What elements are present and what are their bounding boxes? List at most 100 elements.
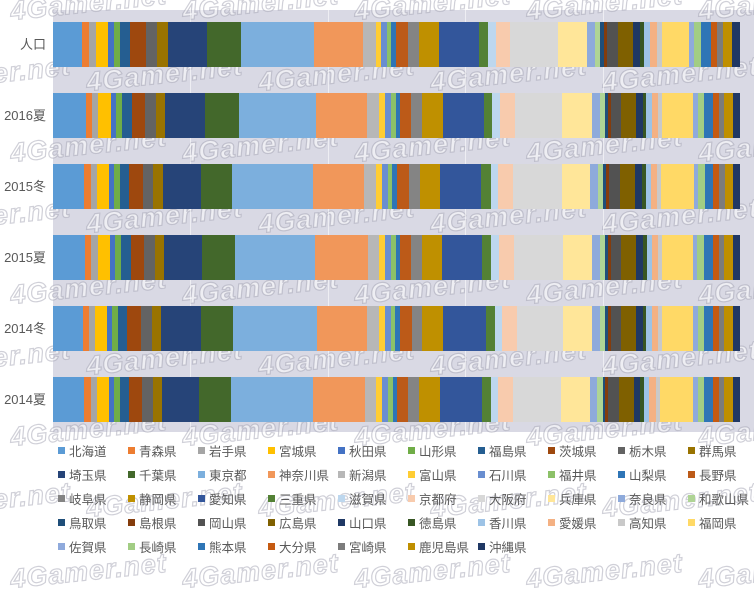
bar-segment <box>589 377 598 422</box>
bar-segment <box>483 93 493 138</box>
bar-segment <box>513 377 561 422</box>
bar-segment <box>144 235 155 280</box>
bar-segment <box>563 306 593 351</box>
legend-swatch <box>338 470 345 478</box>
legend-swatch <box>268 446 275 454</box>
bar-segment <box>90 164 98 209</box>
legend-item: 石川県 <box>478 465 548 484</box>
legend-label: 新潟県 <box>349 468 387 483</box>
legend-label: 鳥取県 <box>69 516 107 531</box>
bar-segment <box>719 377 725 422</box>
bar-segment <box>658 93 662 138</box>
legend-item: 静岡県 <box>128 489 198 508</box>
legend-swatch <box>688 518 695 526</box>
bar-segment <box>114 164 121 209</box>
bar-segment <box>563 235 593 280</box>
legend-item: 大阪府 <box>478 489 548 508</box>
bar-segment <box>597 164 603 209</box>
legend-item: 広島県 <box>268 513 338 532</box>
legend-item: 埼玉県 <box>58 465 128 484</box>
bar-segment <box>597 377 603 422</box>
bar-segment <box>396 164 409 209</box>
bar-segment <box>641 164 646 209</box>
bar-segment <box>490 164 498 209</box>
bar-segment <box>113 377 120 422</box>
bar-segment <box>408 164 420 209</box>
bar-segment <box>441 235 482 280</box>
bar-segment <box>421 93 443 138</box>
category-axis: 人口 2016夏 2015冬 2015夏 2014冬 2014夏 <box>0 0 48 432</box>
legend-swatch <box>338 542 345 550</box>
legend-item: 滋賀県 <box>338 489 408 508</box>
bar-segment <box>713 164 720 209</box>
bar-segment <box>98 93 111 138</box>
legend-swatch <box>618 446 625 454</box>
bar-segment <box>513 235 564 280</box>
legend-item: 徳島県 <box>408 513 478 532</box>
bar-segment <box>53 93 86 138</box>
bar-segment <box>366 93 379 138</box>
bar-segment <box>689 22 694 67</box>
legend-swatch <box>58 518 65 526</box>
legend-swatch <box>128 542 135 550</box>
legend-label: 群馬県 <box>699 444 737 459</box>
legend: 北海道 青森県 岩手県 宮城県 秋田県 山形県 福島県 茨城県 栃木県 群馬県 埼玉県 千葉県 東京都 神… <box>58 438 752 558</box>
gridline <box>465 10 466 432</box>
bar-segment <box>719 93 725 138</box>
row-label: 2016夏 <box>4 108 46 123</box>
legend-swatch <box>58 446 65 454</box>
bar-segment <box>234 235 315 280</box>
legend-swatch <box>618 494 625 502</box>
bar-segment <box>693 93 698 138</box>
legend-item: 鳥取県 <box>58 513 128 532</box>
bar-segment <box>161 306 201 351</box>
bar-segment <box>312 164 364 209</box>
bar-segment <box>713 93 720 138</box>
bar-segment <box>421 235 442 280</box>
legend-swatch <box>548 494 555 502</box>
bar-segment <box>696 235 704 280</box>
legend-swatch <box>338 494 345 502</box>
bar-segment <box>661 164 694 209</box>
bar-segment <box>116 93 123 138</box>
legend-label: 兵庫県 <box>559 492 597 507</box>
bar-segment <box>411 235 422 280</box>
bar-segment <box>724 377 733 422</box>
legend-label: 千葉県 <box>139 468 177 483</box>
legend-label: 宮崎県 <box>349 540 387 555</box>
bar-segment <box>499 93 515 138</box>
bar-segment <box>53 164 84 209</box>
legend-item: 青森県 <box>128 441 198 460</box>
bar-segment <box>127 306 142 351</box>
legend-item: 和歌山県 <box>688 489 754 508</box>
bar-segment <box>391 93 396 138</box>
bar-segment <box>642 306 647 351</box>
bar-segment <box>602 164 606 209</box>
legend-item: 宮崎県 <box>338 537 408 556</box>
bar-segment <box>661 93 694 138</box>
legend-item: 山梨県 <box>618 465 688 484</box>
bar-segment <box>607 306 611 351</box>
legend-label: 山口県 <box>349 516 387 531</box>
bar-segment <box>514 93 563 138</box>
bar-segment <box>636 235 643 280</box>
bar-segment <box>438 22 479 67</box>
bar-segment <box>97 235 111 280</box>
bar-segment <box>422 306 443 351</box>
legend-label: 山形県 <box>419 444 457 459</box>
bar-segment <box>384 306 391 351</box>
bar-segment <box>711 22 718 67</box>
bar-segment <box>207 22 241 67</box>
legend-swatch <box>58 542 65 550</box>
bar-segment <box>388 164 393 209</box>
bar-segment <box>502 306 518 351</box>
bar-segment <box>632 22 641 67</box>
bar-segment <box>201 164 232 209</box>
bar-segment <box>152 164 163 209</box>
bar-segment <box>376 377 383 422</box>
bar-segment <box>316 306 368 351</box>
plot-area <box>53 10 754 432</box>
legend-item: 沖縄県 <box>478 537 548 556</box>
bar-segment <box>164 235 203 280</box>
bar-segment <box>717 22 724 67</box>
